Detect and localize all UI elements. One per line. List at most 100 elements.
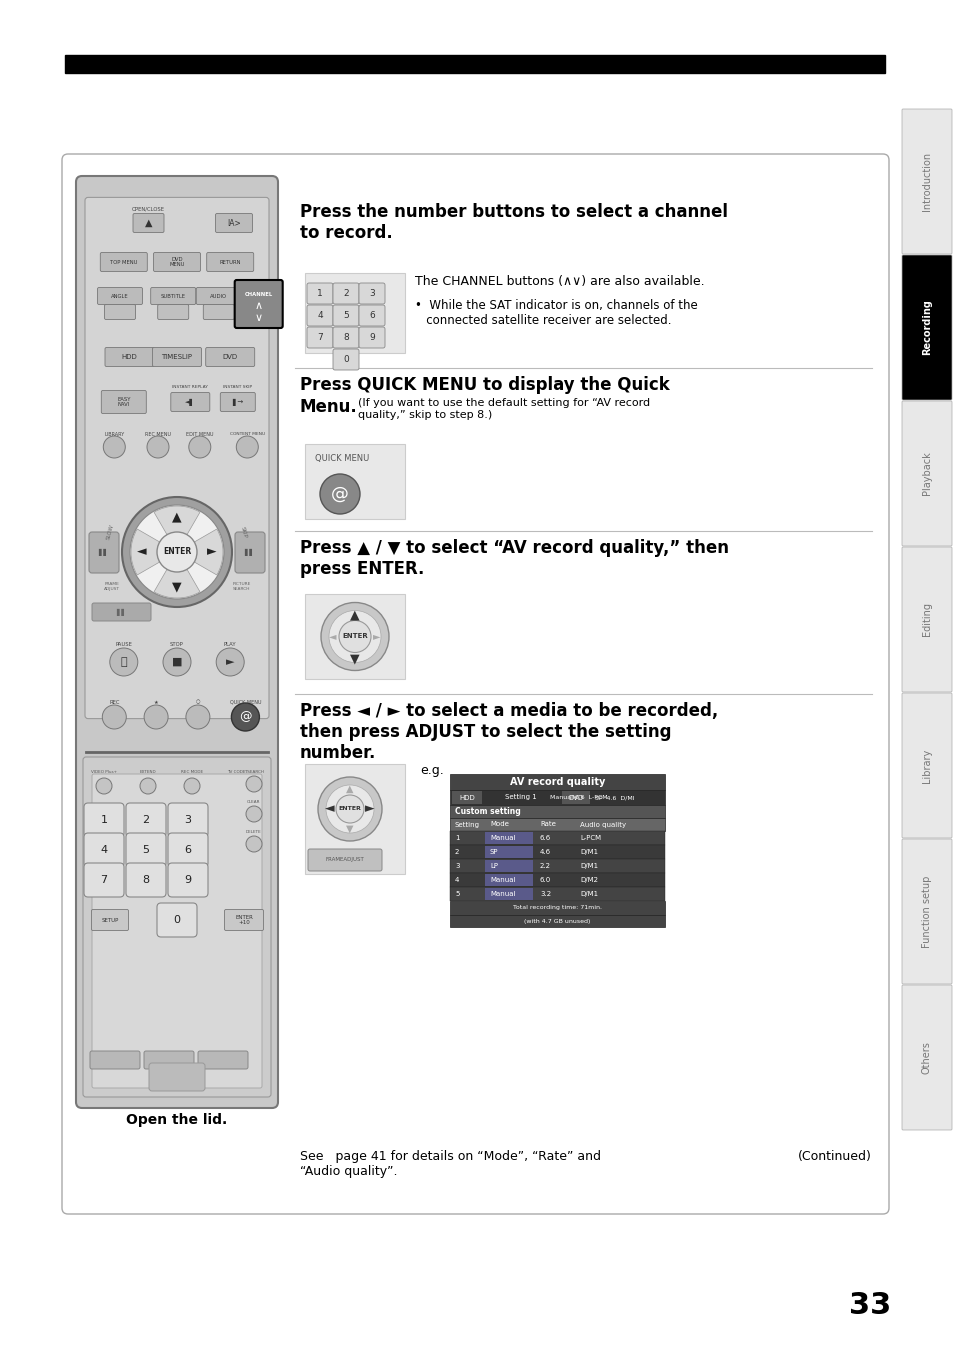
Text: 2.2: 2.2 [539, 863, 551, 869]
FancyBboxPatch shape [91, 774, 262, 1088]
Text: DVD: DVD [222, 354, 237, 360]
Text: EXTEND: EXTEND [139, 769, 156, 774]
Text: 4: 4 [455, 878, 459, 883]
Text: RETURN: RETURN [219, 259, 241, 265]
Circle shape [122, 497, 232, 608]
Text: Manual 6.6  L-PCM: Manual 6.6 L-PCM [550, 795, 607, 801]
Text: D/M1: D/M1 [579, 863, 598, 869]
Text: Setting: Setting [455, 822, 479, 828]
Text: SETUP: SETUP [101, 918, 118, 922]
Text: AV record quality: AV record quality [509, 778, 604, 787]
FancyBboxPatch shape [97, 288, 142, 305]
Circle shape [102, 705, 126, 729]
Text: 7: 7 [316, 332, 322, 342]
FancyBboxPatch shape [157, 305, 189, 320]
Text: ⏸: ⏸ [120, 657, 127, 667]
Text: DVD: DVD [568, 795, 583, 801]
Circle shape [335, 795, 364, 824]
Bar [305, 444, 405, 518]
Bar [452, 791, 481, 805]
Text: REC: REC [109, 699, 119, 705]
FancyBboxPatch shape [224, 910, 263, 930]
Text: 6: 6 [184, 845, 192, 855]
FancyBboxPatch shape [91, 910, 129, 930]
Bar [484, 846, 533, 859]
FancyBboxPatch shape [234, 532, 265, 572]
FancyBboxPatch shape [333, 327, 358, 348]
Text: PLAY: PLAY [224, 641, 236, 647]
Text: ∧: ∧ [254, 301, 262, 310]
Text: ▼: ▼ [350, 652, 359, 666]
Circle shape [236, 436, 258, 458]
FancyBboxPatch shape [333, 350, 358, 370]
Text: D/M1: D/M1 [579, 891, 598, 896]
Bar [450, 887, 664, 900]
FancyBboxPatch shape [168, 803, 208, 837]
Text: REC MENU: REC MENU [145, 432, 171, 436]
Wedge shape [177, 529, 223, 575]
Text: 6: 6 [369, 310, 375, 320]
Circle shape [130, 505, 224, 599]
Text: ►: ► [373, 632, 380, 641]
Text: HDD: HDD [458, 795, 475, 801]
Text: INSTANT REPLAY: INSTANT REPLAY [172, 385, 208, 389]
Bar [450, 774, 664, 790]
Text: SP: SP [490, 849, 498, 855]
Text: ►: ► [207, 545, 216, 559]
FancyBboxPatch shape [105, 347, 153, 366]
Bar [450, 790, 664, 805]
FancyBboxPatch shape [90, 1052, 140, 1069]
Circle shape [320, 602, 389, 671]
Text: VIDEO Plus+: VIDEO Plus+ [91, 769, 117, 774]
FancyBboxPatch shape [152, 347, 201, 366]
Text: Manual: Manual [490, 836, 515, 841]
Bar [450, 818, 664, 832]
Text: ▲: ▲ [350, 608, 359, 621]
Text: ◄: ◄ [137, 545, 147, 559]
Text: ENTER: ENTER [163, 548, 191, 556]
Text: 1: 1 [316, 289, 322, 297]
Text: 9: 9 [184, 875, 192, 886]
Text: 5: 5 [142, 845, 150, 855]
FancyBboxPatch shape [105, 305, 135, 320]
FancyBboxPatch shape [144, 1052, 193, 1069]
FancyBboxPatch shape [203, 305, 234, 320]
Text: ENTER: ENTER [342, 633, 368, 640]
Bar [450, 845, 664, 859]
FancyBboxPatch shape [358, 305, 385, 325]
Text: 3: 3 [184, 815, 192, 825]
Text: D/M2: D/M2 [579, 878, 598, 883]
Text: ▌▌: ▌▌ [244, 548, 255, 556]
Circle shape [246, 806, 262, 822]
Text: 4: 4 [100, 845, 108, 855]
FancyBboxPatch shape [100, 252, 147, 271]
Text: Mode: Mode [490, 822, 508, 828]
Text: 2: 2 [142, 815, 150, 825]
Circle shape [110, 648, 137, 676]
FancyBboxPatch shape [901, 255, 951, 400]
Text: Setting 1: Setting 1 [504, 795, 537, 801]
Text: Function setup: Function setup [921, 875, 931, 948]
FancyBboxPatch shape [91, 603, 151, 621]
Text: SKIP: SKIP [240, 525, 248, 539]
Text: Recording: Recording [921, 300, 931, 355]
Text: 2: 2 [455, 849, 459, 855]
Text: FRAMEADJUST: FRAMEADJUST [325, 857, 364, 863]
Bar [484, 832, 533, 844]
Text: ◄▌: ◄▌ [185, 398, 195, 405]
Text: CLEAR: CLEAR [247, 801, 260, 805]
Bar [450, 915, 664, 927]
FancyBboxPatch shape [168, 833, 208, 867]
Bar [484, 888, 533, 900]
Text: ★: ★ [153, 699, 158, 705]
Bar [305, 594, 405, 679]
FancyBboxPatch shape [84, 803, 124, 837]
Text: •  While the SAT indicator is on, channels of the
   connected satellite receive: • While the SAT indicator is on, channel… [415, 298, 697, 327]
Text: ▲: ▲ [346, 784, 354, 794]
Text: Rate: Rate [539, 822, 556, 828]
Bar [305, 273, 405, 352]
Text: Introduction: Introduction [921, 153, 931, 211]
Text: ENTER: ENTER [338, 806, 361, 811]
FancyBboxPatch shape [126, 803, 166, 837]
Text: 4: 4 [316, 310, 322, 320]
